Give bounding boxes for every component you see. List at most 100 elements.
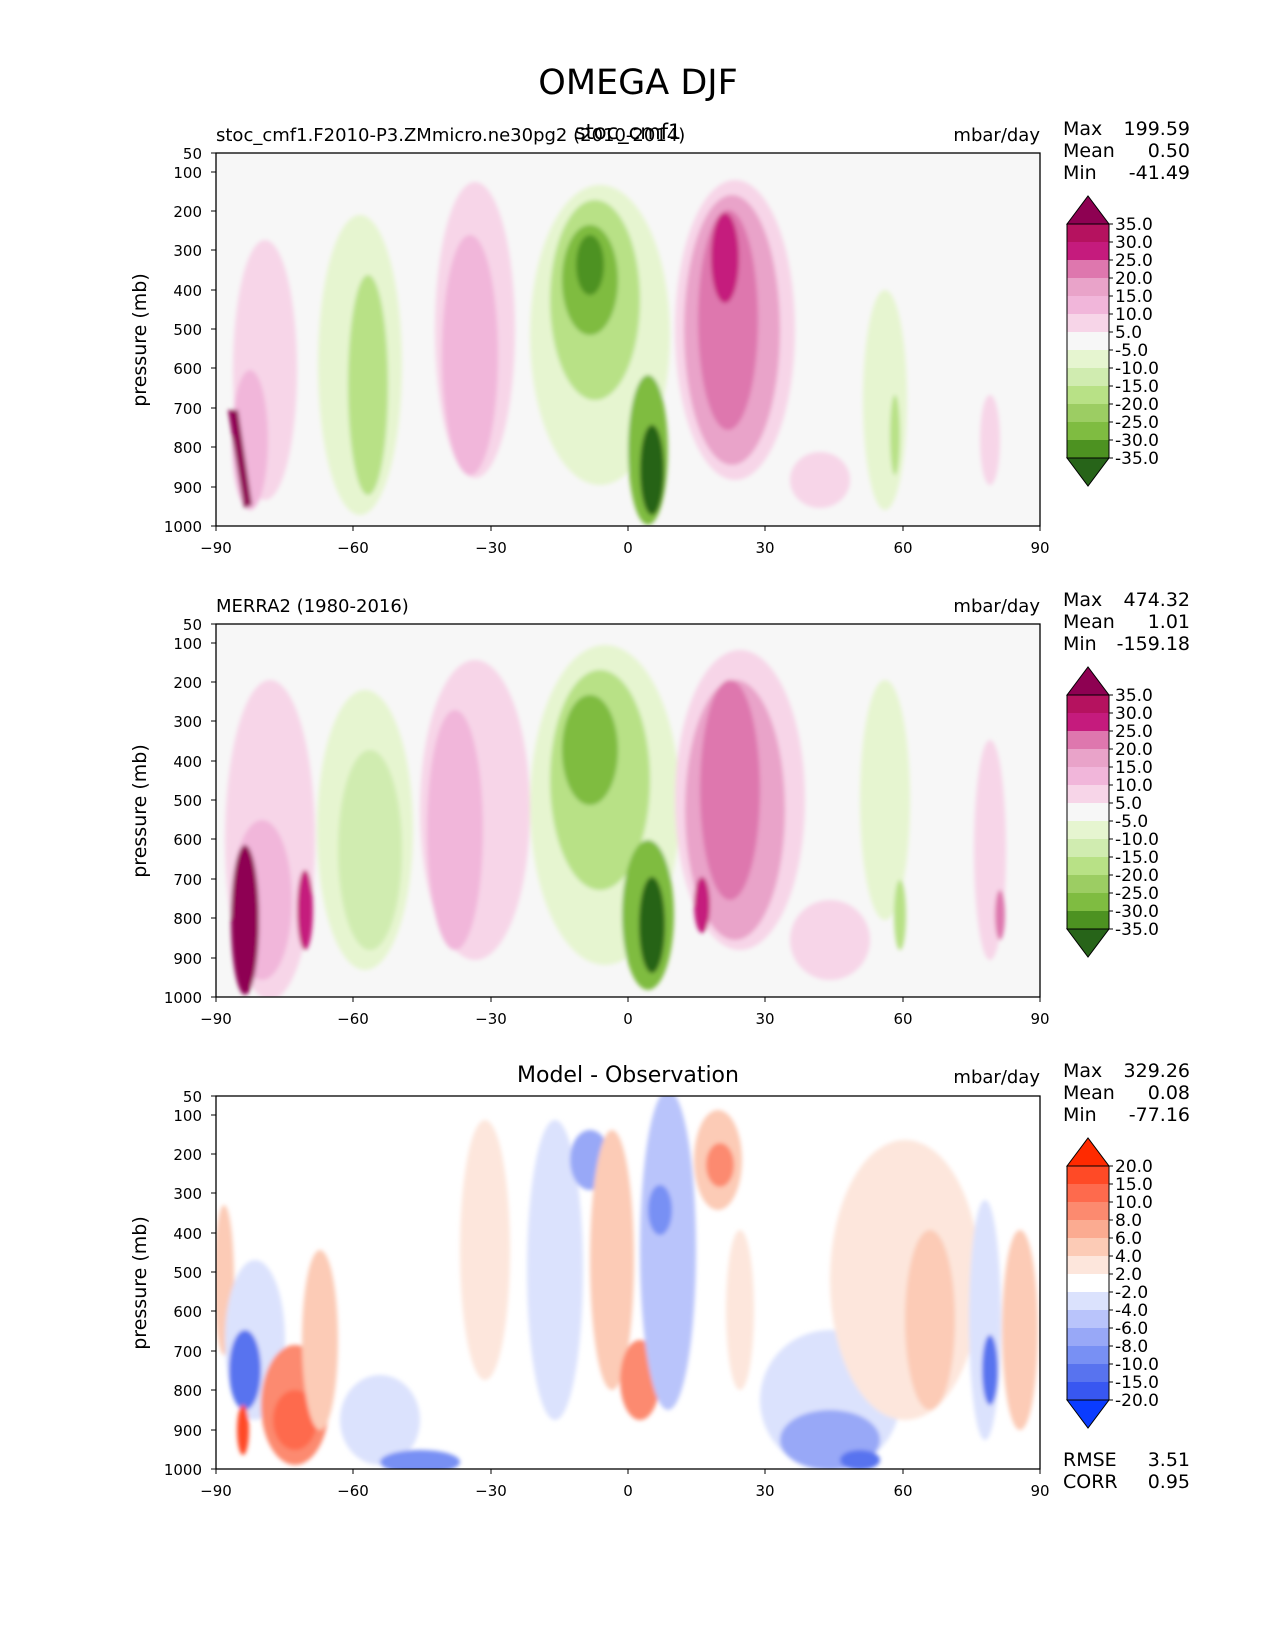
y-tick-label: 800 bbox=[173, 910, 202, 928]
x-tick-label: 90 bbox=[1030, 1010, 1049, 1028]
y-tick-label: 500 bbox=[173, 1264, 202, 1282]
colorbar-label: 25.0 bbox=[1115, 722, 1153, 742]
units-label: mbar/day bbox=[953, 125, 1040, 146]
colorbar-label: 6.0 bbox=[1115, 1229, 1142, 1249]
contour-field bbox=[225, 645, 1006, 997]
colorbar-swatch bbox=[1067, 314, 1109, 332]
contour-blob bbox=[228, 410, 252, 508]
x-tick-label: −90 bbox=[200, 539, 232, 557]
y-tick-label: 1000 bbox=[164, 518, 202, 536]
contour-blob bbox=[694, 877, 710, 933]
colorbar-label: -25.0 bbox=[1115, 884, 1159, 904]
contour-blob bbox=[982, 1335, 998, 1405]
x-tick-label: −60 bbox=[337, 1010, 369, 1028]
y-tick-label: 500 bbox=[173, 792, 202, 810]
colorbar-label: -20.0 bbox=[1115, 395, 1159, 415]
x-tick-label: 60 bbox=[893, 1010, 912, 1028]
colorbar-swatch bbox=[1067, 875, 1109, 893]
colorbar-swatch bbox=[1067, 893, 1109, 911]
colorbar-label: 10.0 bbox=[1115, 305, 1153, 325]
contour-field bbox=[228, 180, 1000, 525]
colorbar-swatch bbox=[1067, 1364, 1109, 1382]
colorbar-label: -2.0 bbox=[1115, 1283, 1148, 1303]
contour-blob bbox=[726, 1230, 754, 1390]
contour-blob bbox=[711, 213, 739, 303]
colorbar-swatch bbox=[1067, 1292, 1109, 1310]
colorbar-label: -5.0 bbox=[1115, 341, 1148, 361]
colorbar-swatch bbox=[1067, 260, 1109, 278]
colorbar-swatch bbox=[1067, 731, 1109, 749]
y-tick-label: 700 bbox=[173, 400, 202, 418]
y-tick-label: 200 bbox=[173, 1146, 202, 1164]
contour-blob bbox=[237, 1405, 249, 1455]
case-label: MERRA2 (1980-2016) bbox=[216, 596, 409, 617]
colorbar-outline bbox=[1066, 223, 1110, 459]
contour-blob bbox=[640, 1096, 696, 1410]
y-tick-label: 300 bbox=[173, 242, 202, 260]
colorbar-swatch bbox=[1067, 242, 1109, 260]
y-tick-label: 200 bbox=[173, 674, 202, 692]
contour-blob bbox=[830, 1140, 980, 1420]
colorbar-swatch bbox=[1067, 224, 1109, 242]
colorbar-swatch bbox=[1067, 713, 1109, 731]
y-tick-label: 600 bbox=[173, 831, 202, 849]
colorbar-swatch bbox=[1067, 368, 1109, 386]
y-tick-label: 500 bbox=[173, 321, 202, 339]
colorbar-label: 4.0 bbox=[1115, 1247, 1142, 1267]
contour-blob bbox=[302, 1250, 338, 1430]
y-tick-label: 400 bbox=[173, 282, 202, 300]
colorbar-swatch bbox=[1067, 278, 1109, 296]
colorbar-label: 2.0 bbox=[1115, 1265, 1142, 1285]
x-tick-label: 30 bbox=[755, 1010, 774, 1028]
contour-blob bbox=[380, 1450, 460, 1469]
stats-block: Max 474.32 Mean 1.01 Min -159.18 bbox=[1063, 589, 1190, 655]
contour-blob bbox=[576, 235, 604, 295]
x-tick-label: 0 bbox=[623, 539, 633, 557]
colorbar-label: -30.0 bbox=[1115, 431, 1159, 451]
plot-area bbox=[216, 153, 1040, 526]
colorbar-extend-min bbox=[1066, 457, 1110, 487]
colorbar-swatch bbox=[1067, 1202, 1109, 1220]
x-tick-label: −30 bbox=[475, 1010, 507, 1028]
contour-blob bbox=[348, 275, 388, 495]
stat-mean-label: Mean bbox=[1063, 140, 1115, 162]
y-tick-label: 100 bbox=[173, 635, 202, 653]
colorbar-swatch bbox=[1067, 1166, 1109, 1184]
colorbar-label: -4.0 bbox=[1115, 1301, 1148, 1321]
colorbar: 35.030.025.020.015.010.05.0-5.0-10.0-15.… bbox=[1066, 195, 1159, 487]
stat-mean-value: 1.01 bbox=[1148, 611, 1190, 633]
x-tick-label: −60 bbox=[337, 539, 369, 557]
y-tick-label: 50 bbox=[183, 616, 202, 634]
x-ticks: −90 −60 −30 0 30 60 90 bbox=[200, 1469, 1050, 1500]
colorbar-label: 5.0 bbox=[1115, 794, 1142, 814]
colorbar-label: 5.0 bbox=[1115, 323, 1142, 343]
stat-min-value: -41.49 bbox=[1129, 162, 1190, 184]
y-tick-label: 800 bbox=[173, 439, 202, 457]
y-axis-label: pressure (mb) bbox=[129, 1216, 151, 1350]
stat-max-value: 329.26 bbox=[1124, 1060, 1190, 1082]
contour-blob bbox=[860, 680, 910, 920]
colorbar-label: 15.0 bbox=[1115, 287, 1153, 307]
colorbar-label: -6.0 bbox=[1115, 1319, 1148, 1339]
stat-mean-label: Mean bbox=[1063, 1082, 1115, 1104]
y-tick-label: 600 bbox=[173, 360, 202, 378]
x-ticks: −90 −60 −30 0 30 60 90 bbox=[200, 997, 1050, 1028]
center-title: stoc_cmf1 bbox=[575, 120, 682, 145]
y-tick-label: 600 bbox=[173, 1303, 202, 1321]
contour-blob bbox=[648, 1185, 672, 1235]
colorbar: 20.015.010.08.06.04.02.0-2.0-4.0-6.0-8.0… bbox=[1066, 1137, 1159, 1429]
case-label: stoc_cmf1.F2010-P3.ZMmicro.ne30pg2 (2010… bbox=[216, 125, 685, 146]
contour-blob bbox=[273, 1390, 317, 1450]
colorbar-extend-min bbox=[1066, 1399, 1110, 1429]
contour-blob bbox=[969, 1200, 1001, 1440]
colorbar-extend-min bbox=[1066, 928, 1110, 958]
contour-blob bbox=[700, 680, 760, 900]
colorbar-label: -20.0 bbox=[1115, 1391, 1159, 1411]
colorbar-swatch bbox=[1067, 332, 1109, 350]
colorbar-label: -10.0 bbox=[1115, 830, 1159, 850]
contour-blob bbox=[231, 845, 259, 995]
contour-blob bbox=[297, 870, 313, 950]
contour-blob bbox=[640, 425, 664, 515]
y-tick-label: 1000 bbox=[164, 1461, 202, 1479]
